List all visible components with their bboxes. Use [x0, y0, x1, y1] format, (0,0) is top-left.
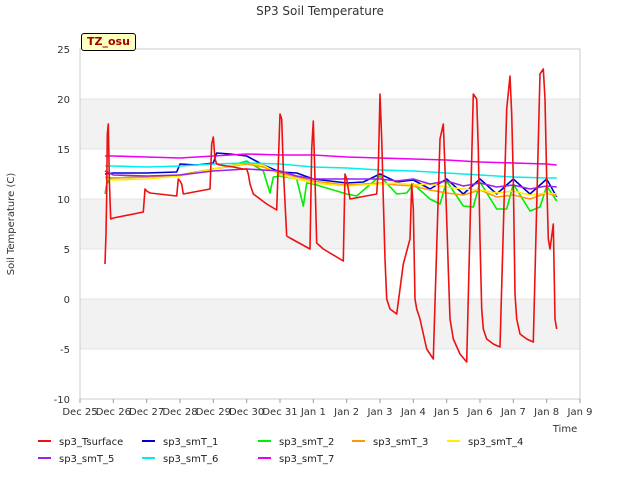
legend-item-sp3-smT-6: sp3_smT_6: [142, 453, 218, 467]
legend-label: sp3_smT_7: [279, 454, 335, 465]
series-line-sp3-Tsurface: [104, 68, 558, 363]
grid-band: [80, 199, 580, 249]
x-tick-label: Jan 2: [333, 407, 359, 418]
y-tick-label: 0: [64, 295, 70, 306]
y-tick-label: -10: [54, 395, 70, 406]
legend-label: sp3_smT_5: [59, 454, 115, 465]
x-tick-label: Jan 8: [533, 407, 559, 418]
legend-swatch: [38, 457, 51, 459]
x-tick-label: Jan 9: [567, 407, 593, 418]
grid-band: [80, 299, 580, 349]
legend-item-sp3-smT-2: sp3_smT_2: [258, 436, 334, 450]
x-tick-label: Jan 1: [300, 407, 326, 418]
x-tick-label: Dec 31: [262, 407, 297, 418]
y-tick-label: 5: [64, 245, 70, 256]
x-tick-label: Jan 3: [367, 407, 393, 418]
x-tick-label: Dec 26: [96, 407, 131, 418]
plot-area-frame: [79, 48, 581, 400]
chart-title: SP3 Soil Temperature: [256, 4, 384, 18]
x-tick-label: Jan 4: [400, 407, 426, 418]
y-axis-ticks: -10 -5 0 5 10 15 20 25: [54, 45, 70, 406]
legend-swatch: [352, 440, 365, 442]
x-tick-label: Dec 27: [129, 407, 164, 418]
legend-swatch: [38, 440, 51, 442]
legend-item-sp3-Tsurface: sp3_Tsurface: [38, 436, 123, 450]
series-lines: [104, 68, 558, 363]
x-tick-label: Dec 28: [162, 407, 197, 418]
x-tick-label: Dec 30: [229, 407, 264, 418]
legend-item-sp3-smT-3: sp3_smT_3: [352, 436, 428, 450]
legend-swatch: [142, 457, 155, 459]
legend-swatch: [258, 457, 271, 459]
x-tick-label: Jan 5: [433, 407, 459, 418]
grid-band: [80, 249, 580, 299]
legend-label: sp3_smT_2: [279, 437, 335, 448]
y-tick-label: -5: [60, 345, 70, 356]
legend-swatch: [447, 440, 460, 442]
legend-item-sp3-smT-7: sp3_smT_7: [258, 453, 334, 467]
x-tick-label: Dec 25: [62, 407, 97, 418]
site-label-badge: TZ_osu: [81, 33, 136, 51]
grid-band: [80, 349, 580, 399]
legend-label: sp3_Tsurface: [59, 437, 124, 448]
y-axis-label: Soil Temperature (C): [6, 173, 17, 276]
y-tick-label: 15: [57, 145, 70, 156]
legend-item-sp3-smT-1: sp3_smT_1: [142, 436, 218, 450]
grid-band: [80, 99, 580, 149]
x-axis-label: Time: [552, 424, 577, 435]
legend-label: sp3_smT_1: [163, 437, 219, 448]
y-tick-label: 10: [57, 195, 70, 206]
x-tick-label: Jan 6: [467, 407, 493, 418]
y-tick-label: 20: [57, 95, 70, 106]
legend-swatch: [258, 440, 271, 442]
y-tick-label: 25: [57, 45, 70, 56]
legend-swatch: [142, 440, 155, 442]
legend-item-sp3-smT-4: sp3_smT_4: [447, 436, 523, 450]
x-tick-label: Dec 29: [196, 407, 231, 418]
legend-label: sp3_smT_4: [468, 437, 524, 448]
legend-label: sp3_smT_6: [163, 454, 219, 465]
series-line-sp3-smT-7: [105, 153, 557, 166]
x-tick-label: Jan 7: [500, 407, 526, 418]
grid-band: [80, 49, 580, 99]
series-line-sp3-smT-6: [105, 162, 557, 179]
grid-bands: [80, 49, 580, 400]
legend-item-sp3-smT-5: sp3_smT_5: [38, 453, 114, 467]
legend-label: sp3_smT_3: [373, 437, 429, 448]
